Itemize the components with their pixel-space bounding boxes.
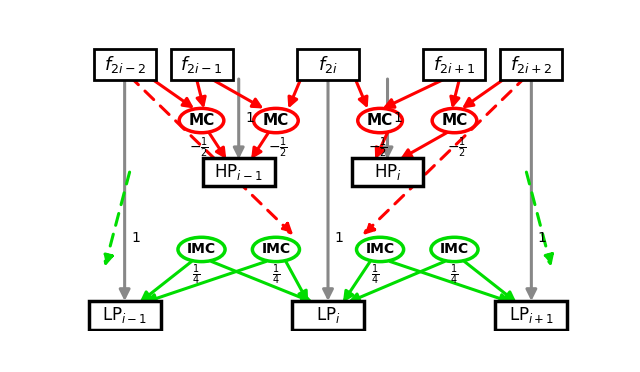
Text: $f_{2i-1}$: $f_{2i-1}$ — [180, 54, 223, 75]
Text: $f_{2i+2}$: $f_{2i+2}$ — [510, 54, 552, 75]
FancyBboxPatch shape — [292, 301, 364, 330]
Text: MC: MC — [442, 113, 468, 128]
Text: $-\frac{1}{2}$: $-\frac{1}{2}$ — [189, 135, 209, 160]
FancyBboxPatch shape — [89, 301, 161, 330]
Text: IMC: IMC — [187, 243, 216, 256]
FancyBboxPatch shape — [500, 49, 563, 80]
Text: $\frac{1}{4}$: $\frac{1}{4}$ — [272, 263, 280, 288]
Text: $\mathrm{LP}_{i+1}$: $\mathrm{LP}_{i+1}$ — [509, 305, 554, 326]
Text: $\frac{1}{4}$: $\frac{1}{4}$ — [451, 263, 459, 288]
Text: IMC: IMC — [365, 243, 395, 256]
FancyBboxPatch shape — [93, 49, 156, 80]
Ellipse shape — [178, 237, 225, 262]
FancyBboxPatch shape — [203, 158, 275, 186]
Ellipse shape — [252, 237, 300, 262]
Text: $-\frac{1}{2}$: $-\frac{1}{2}$ — [368, 135, 387, 160]
Text: MC: MC — [263, 113, 289, 128]
Text: $f_{2i}$: $f_{2i}$ — [318, 54, 338, 75]
Text: $\mathrm{LP}_{i-1}$: $\mathrm{LP}_{i-1}$ — [102, 305, 147, 326]
Ellipse shape — [253, 108, 298, 133]
FancyBboxPatch shape — [170, 49, 232, 80]
FancyBboxPatch shape — [351, 158, 424, 186]
Text: $f_{2i-2}$: $f_{2i-2}$ — [104, 54, 146, 75]
Text: $f_{2i+1}$: $f_{2i+1}$ — [433, 54, 476, 75]
Text: $\mathrm{LP}_{i}$: $\mathrm{LP}_{i}$ — [316, 305, 340, 326]
Text: $\frac{1}{4}$: $\frac{1}{4}$ — [193, 263, 201, 288]
Ellipse shape — [358, 108, 403, 133]
Text: $1$: $1$ — [334, 231, 344, 245]
Ellipse shape — [179, 108, 224, 133]
Text: $\mathrm{HP}_{i}$: $\mathrm{HP}_{i}$ — [374, 162, 401, 182]
Text: $1$: $1$ — [394, 111, 403, 125]
Text: $\frac{1}{4}$: $\frac{1}{4}$ — [371, 263, 380, 288]
FancyBboxPatch shape — [297, 49, 359, 80]
FancyBboxPatch shape — [424, 49, 486, 80]
Text: $1$: $1$ — [131, 231, 140, 245]
Text: MC: MC — [188, 113, 214, 128]
Text: $\mathrm{HP}_{i-1}$: $\mathrm{HP}_{i-1}$ — [214, 162, 263, 182]
Ellipse shape — [431, 237, 478, 262]
Text: $-\frac{1}{2}$: $-\frac{1}{2}$ — [447, 135, 467, 160]
Text: IMC: IMC — [440, 243, 469, 256]
Text: MC: MC — [367, 113, 393, 128]
Text: $1$: $1$ — [244, 111, 254, 125]
Text: $1$: $1$ — [538, 231, 547, 245]
Ellipse shape — [356, 237, 404, 262]
Text: $-\frac{1}{2}$: $-\frac{1}{2}$ — [269, 135, 288, 160]
Text: IMC: IMC — [261, 243, 291, 256]
Ellipse shape — [432, 108, 477, 133]
FancyBboxPatch shape — [495, 301, 567, 330]
